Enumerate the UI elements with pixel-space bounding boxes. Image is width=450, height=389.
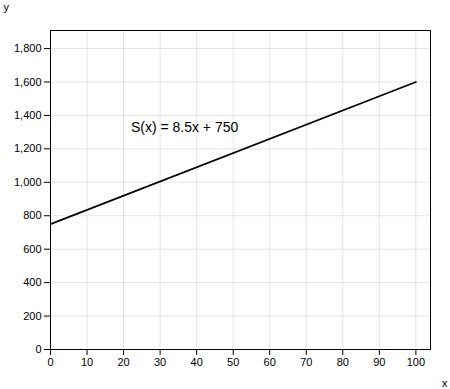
svg-text:1,000: 1,000: [14, 176, 42, 188]
svg-text:1,400: 1,400: [14, 109, 42, 121]
svg-text:50: 50: [227, 356, 239, 368]
svg-text:0: 0: [35, 343, 41, 355]
svg-text:400: 400: [23, 276, 41, 288]
svg-text:1,600: 1,600: [14, 76, 42, 88]
svg-text:70: 70: [300, 356, 312, 368]
svg-text:30: 30: [154, 356, 166, 368]
svg-text:800: 800: [23, 209, 41, 221]
svg-text:100: 100: [407, 356, 425, 368]
svg-text:200: 200: [23, 310, 41, 322]
svg-text:80: 80: [337, 356, 349, 368]
svg-text:90: 90: [373, 356, 385, 368]
svg-text:40: 40: [191, 356, 203, 368]
svg-text:600: 600: [23, 243, 41, 255]
svg-text:x: x: [442, 377, 448, 389]
svg-text:10: 10: [81, 356, 93, 368]
svg-text:20: 20: [117, 356, 129, 368]
svg-text:S(x) = 8.5x + 750: S(x) = 8.5x + 750: [131, 119, 239, 135]
svg-text:1,800: 1,800: [14, 42, 42, 54]
svg-text:y: y: [4, 1, 10, 13]
svg-text:0: 0: [47, 356, 53, 368]
svg-text:60: 60: [264, 356, 276, 368]
svg-text:1,200: 1,200: [14, 142, 42, 154]
